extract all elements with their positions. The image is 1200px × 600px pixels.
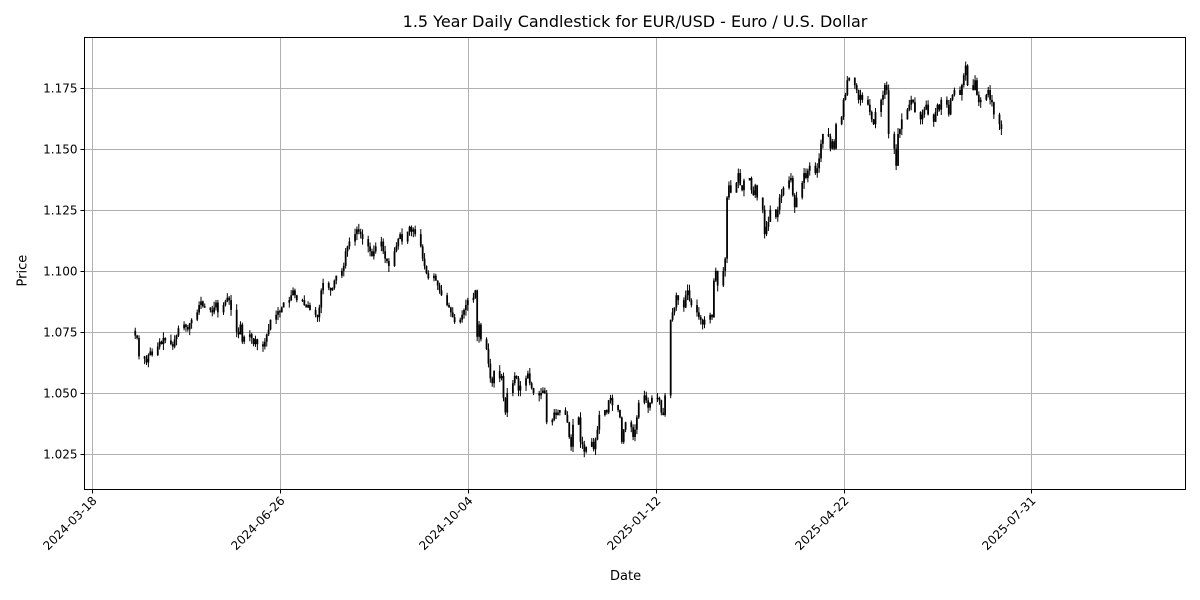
plot-frame: [84, 37, 1186, 490]
x-tick-label: 2025-07-31: [979, 494, 1038, 553]
x-tick-label: 2025-04-22: [792, 494, 851, 553]
x-tick-label: 2024-06-26: [228, 494, 287, 553]
y-tick-label: 1.150: [43, 143, 77, 157]
chart-title: 1.5 Year Daily Candlestick for EUR/USD -…: [402, 12, 868, 31]
y-axis-label: Price: [15, 254, 31, 287]
y-tick-label: 1.100: [43, 265, 77, 279]
x-tick-label: 2025-01-12: [604, 494, 663, 553]
x-axis-label: Date: [610, 569, 642, 584]
y-tick-label: 1.125: [43, 204, 77, 218]
grid-lines: [84, 37, 1186, 490]
x-axis-ticks: 2024-03-18 2024-06-26 2024-10-04 2025-01-12…: [40, 489, 1039, 553]
y-tick-label: 1.050: [43, 387, 77, 401]
y-tick-label: 1.175: [43, 82, 77, 96]
candles: [134, 61, 1003, 458]
y-tick-label: 1.075: [43, 326, 77, 340]
y-axis-ticks: 1.025 1.050 1.075 1.100 1.125 1.150 1.175: [43, 82, 85, 462]
y-tick-label: 1.025: [43, 448, 77, 462]
x-tick-label: 2024-03-18: [40, 494, 99, 553]
x-tick-label: 2024-10-04: [416, 494, 475, 553]
